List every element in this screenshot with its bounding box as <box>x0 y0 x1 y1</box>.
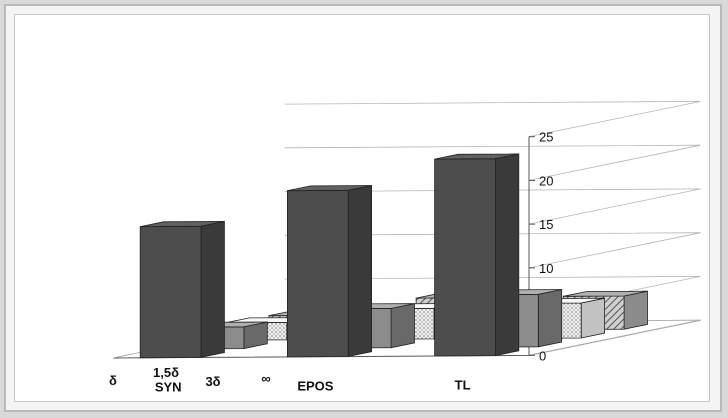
category-label-syn: SYN <box>155 380 182 395</box>
gridline-15 <box>284 188 701 225</box>
bar-epos-series-1 <box>286 185 373 358</box>
bar-syn-series-1 <box>139 220 225 359</box>
category-label-epos: EPOS <box>297 379 333 394</box>
series-label-3: 3δ <box>205 374 220 389</box>
y-tick-label: 10 <box>539 261 553 276</box>
y-tick-label: 0 <box>539 348 546 363</box>
series-label-4: ∞ <box>261 371 270 386</box>
series-label-1: δ <box>109 373 117 388</box>
series-label-2: 1,5δ <box>153 365 179 380</box>
gridline-25 <box>284 101 701 137</box>
bar-tl-series-1 <box>434 153 520 357</box>
gridline-20 <box>284 144 701 181</box>
y-tick-label: 15 <box>539 217 553 232</box>
gridline-10 <box>284 232 701 269</box>
y-tick-label: 25 <box>539 130 553 145</box>
y-tick-label: 20 <box>539 173 553 188</box>
category-label-tl: TL <box>455 378 471 393</box>
